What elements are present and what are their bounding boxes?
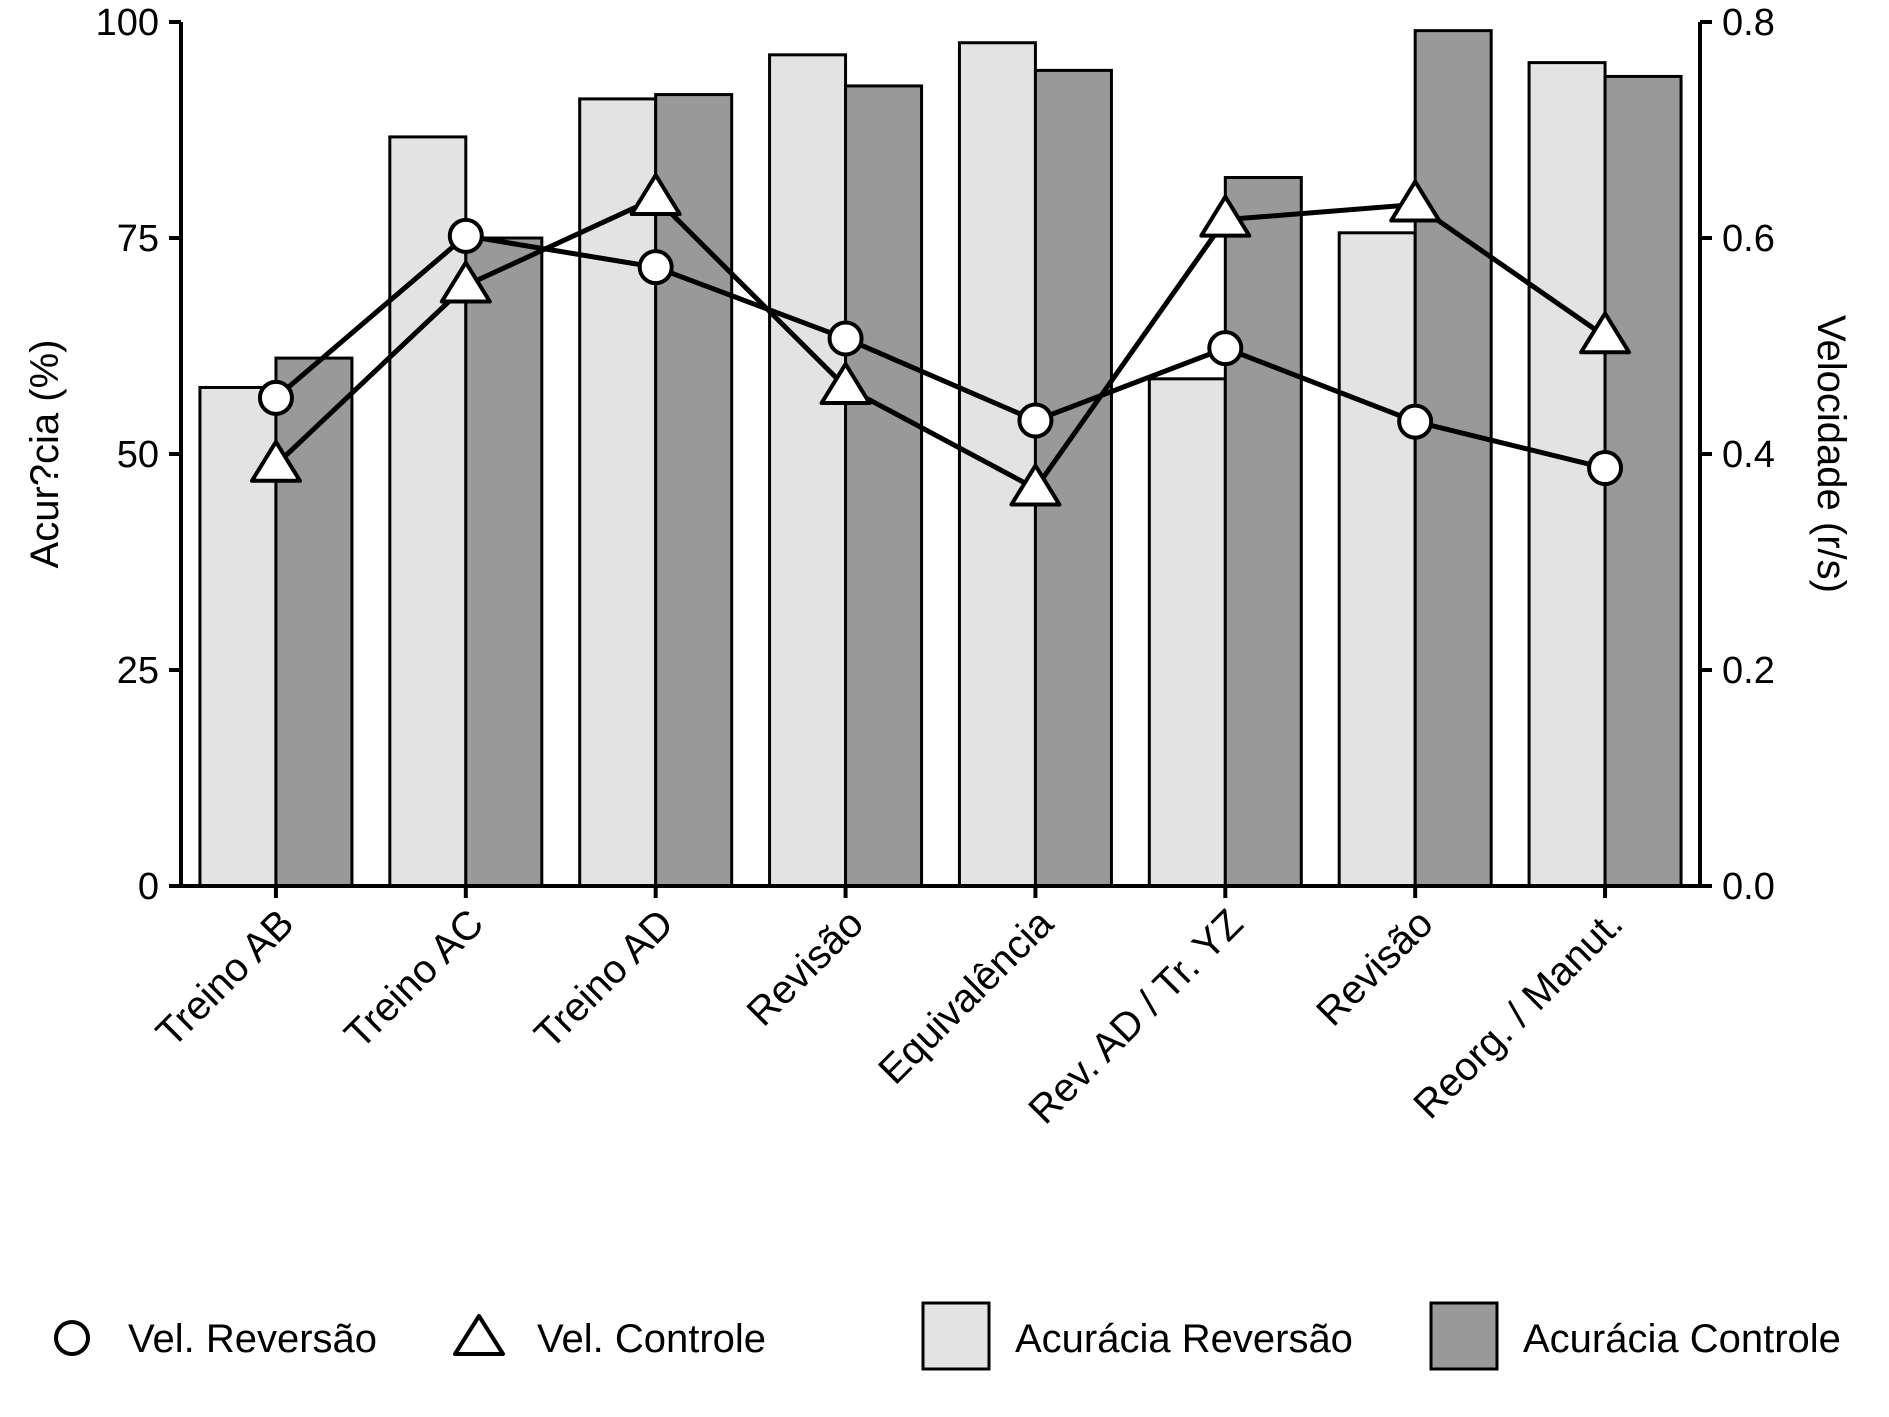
point-vel-controle-3 bbox=[819, 362, 872, 406]
bar-acuracia-controle-5 bbox=[1223, 176, 1303, 888]
legend-item-acuracia-reversao: Acurácia Reversão bbox=[921, 1301, 1353, 1371]
legend-item-acuracia-controle: Acurácia Controle bbox=[1429, 1301, 1841, 1371]
y-tick-label-1: 25 bbox=[117, 650, 159, 692]
y2-tick-label-3: 0.6 bbox=[1722, 218, 1775, 260]
legend-label-vel-reversao: Vel. Reversão bbox=[128, 1317, 377, 1361]
x-tick-label-6: Revisão bbox=[1308, 901, 1441, 1034]
bar-acuracia-controle-1 bbox=[464, 236, 544, 888]
bar-acuracia-reversao-2 bbox=[578, 97, 658, 888]
y-ticks: 0 25 50 75 100 bbox=[96, 2, 181, 908]
legend-item-vel-controle: Vel. Controle bbox=[453, 1314, 766, 1361]
bar-acuracia-controle-3 bbox=[844, 84, 924, 888]
point-vel-controle-1 bbox=[439, 260, 492, 304]
y2-tick-label-0: 0.0 bbox=[1722, 866, 1775, 908]
bar-acuracia-reversao-5 bbox=[1147, 377, 1227, 888]
y-tick-label-2: 50 bbox=[117, 434, 159, 476]
y2-tick-label-4: 0.8 bbox=[1722, 2, 1775, 44]
y2-axis-title: Velocidade (r/s) bbox=[1809, 315, 1853, 593]
x-tick-label-4: Equivalência bbox=[870, 901, 1062, 1093]
y2-tick-label-2: 0.4 bbox=[1722, 434, 1775, 476]
point-vel-controle-4 bbox=[1009, 463, 1062, 507]
bar-acuracia-reversao-1 bbox=[388, 135, 468, 888]
legend-swatch-acuracia-controle bbox=[1429, 1301, 1499, 1371]
point-vel-controle-7 bbox=[1579, 311, 1632, 355]
legend-item-vel-reversao: Vel. Reversão bbox=[54, 1317, 377, 1361]
y-tick-label-4: 100 bbox=[96, 2, 159, 44]
x-tick-label-3: Revisão bbox=[739, 901, 872, 1034]
legend-label-vel-controle: Vel. Controle bbox=[537, 1317, 766, 1361]
x-tick-labels: Treino AB Treino AC Treino AD RevisãoEquiva… bbox=[148, 886, 1631, 1133]
bar-acuracia-reversao-6 bbox=[1337, 231, 1417, 888]
line-vel-controle bbox=[274, 195, 1607, 492]
line-vel-reversao bbox=[274, 233, 1606, 471]
x-tick-label-1: Treino AC bbox=[336, 901, 492, 1057]
point-vel-controle-6 bbox=[1389, 179, 1442, 223]
bar-acuracia-controle-6 bbox=[1413, 29, 1493, 888]
legend: Vel. Reversão Vel. Controle Acurácia Rev… bbox=[54, 1301, 1841, 1371]
point-vel-controle-2 bbox=[629, 173, 682, 217]
point-vel-controle-5 bbox=[1199, 194, 1252, 238]
point-vel-reversao-6 bbox=[1397, 403, 1434, 440]
legend-label-acuracia-controle: Acurácia Controle bbox=[1523, 1317, 1841, 1361]
bar-acuracia-reversao-4 bbox=[957, 41, 1037, 888]
bar-acuracia-controle-0 bbox=[274, 356, 354, 888]
point-vel-controle-0 bbox=[249, 439, 302, 483]
y2-ticks: 0.0 0.2 0.4 0.6 0.8 bbox=[1700, 2, 1775, 908]
legend-label-acuracia-reversao: Acurácia Reversão bbox=[1015, 1317, 1353, 1361]
point-vel-reversao-5 bbox=[1207, 330, 1244, 367]
point-vel-reversao-2 bbox=[637, 249, 674, 286]
y-axis-title: Acur?cia (%) bbox=[23, 340, 67, 569]
point-vel-reversao-4 bbox=[1017, 402, 1054, 439]
x-tick-label-2: Treino AD bbox=[526, 901, 682, 1057]
point-vel-reversao-0 bbox=[257, 379, 294, 416]
legend-triangle-marker bbox=[453, 1314, 505, 1356]
x-tick-label-7: Reorg. / Manut. bbox=[1405, 901, 1631, 1127]
bar-acuracia-controle-4 bbox=[1033, 68, 1113, 888]
y-tick-label-0: 0 bbox=[138, 866, 159, 908]
legend-swatch-acuracia-reversao bbox=[921, 1301, 991, 1371]
y-tick-label-3: 75 bbox=[117, 218, 159, 260]
point-vel-reversao-3 bbox=[827, 320, 864, 357]
legend-circle-marker bbox=[54, 1320, 90, 1356]
y2-tick-label-1: 0.2 bbox=[1722, 650, 1775, 692]
lines-layer bbox=[249, 173, 1632, 507]
point-vel-reversao-7 bbox=[1587, 450, 1624, 487]
point-vel-reversao-1 bbox=[447, 217, 484, 254]
x-tick-label-0: Treino AB bbox=[148, 901, 302, 1055]
bars-layer bbox=[198, 29, 1683, 888]
bar-acuracia-reversao-3 bbox=[768, 53, 848, 888]
